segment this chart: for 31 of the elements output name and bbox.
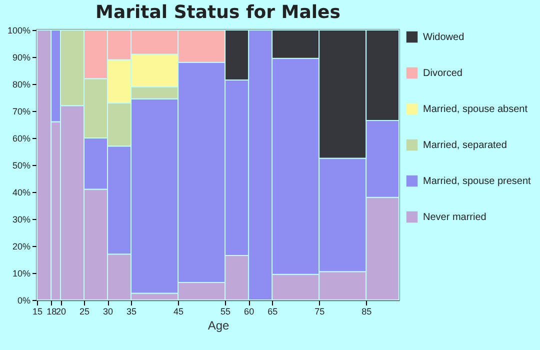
x-tick-label: 15 xyxy=(32,306,43,316)
x-tick-label: 55 xyxy=(220,306,231,316)
x-tick-label: 45 xyxy=(174,306,184,316)
y-tick-label: 70% xyxy=(12,106,30,116)
x-tick-label: 85 xyxy=(362,306,372,316)
y-tick-label: 0% xyxy=(17,296,30,306)
y-tick-label: 40% xyxy=(12,188,30,198)
legend-label: Divorced xyxy=(423,68,462,79)
x-axis-title: Age xyxy=(208,318,230,332)
y-tick-label: 60% xyxy=(12,134,30,144)
y-tick-label: 50% xyxy=(12,160,30,170)
y-tick-label: 30% xyxy=(12,214,30,224)
legend-label: Married, spouse absent xyxy=(423,104,528,115)
y-tick-label: 10% xyxy=(12,268,30,278)
y-tick-label: 20% xyxy=(12,242,30,252)
x-tick-label: 20 xyxy=(56,306,66,316)
x-tick-label: 25 xyxy=(80,306,90,316)
x-tick-label: 30 xyxy=(103,306,114,316)
x-tick-label: 75 xyxy=(314,306,325,316)
x-tick-label: 60 xyxy=(244,306,254,316)
y-tick-label: 100% xyxy=(7,26,30,36)
legend-label: Never married xyxy=(423,212,486,223)
legend-label: Married, separated xyxy=(423,140,507,151)
y-tick-label: 80% xyxy=(12,80,30,90)
y-tick-label: 90% xyxy=(12,52,30,62)
legend-label: Married, spouse present xyxy=(423,176,532,187)
x-tick-label: 65 xyxy=(268,306,278,316)
legend-label: Widowed xyxy=(423,32,464,43)
x-tick-label: 35 xyxy=(126,306,137,316)
chart-title: Marital Status for Males xyxy=(96,2,340,23)
x-tick-label: 18 xyxy=(46,306,57,316)
